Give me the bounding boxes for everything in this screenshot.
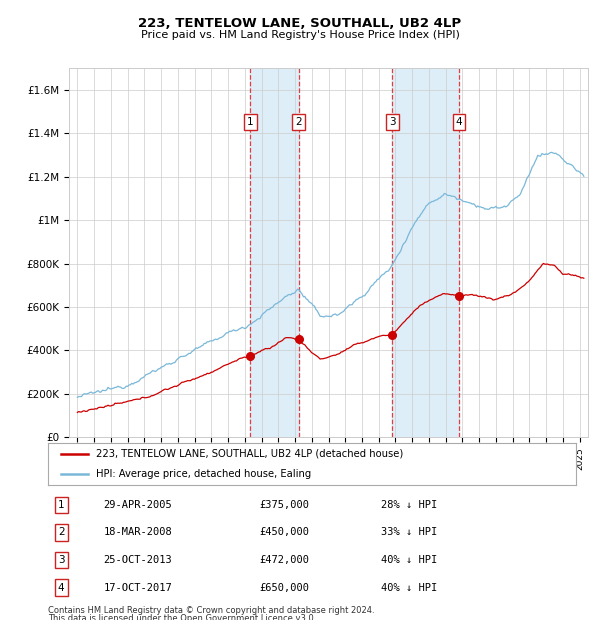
Text: 4: 4 — [455, 117, 462, 126]
Text: HPI: Average price, detached house, Ealing: HPI: Average price, detached house, Eali… — [95, 469, 311, 479]
Text: 40% ↓ HPI: 40% ↓ HPI — [380, 555, 437, 565]
Text: 17-OCT-2017: 17-OCT-2017 — [103, 583, 172, 593]
Text: 223, TENTELOW LANE, SOUTHALL, UB2 4LP: 223, TENTELOW LANE, SOUTHALL, UB2 4LP — [139, 17, 461, 30]
Text: 4: 4 — [58, 583, 65, 593]
Text: Contains HM Land Registry data © Crown copyright and database right 2024.: Contains HM Land Registry data © Crown c… — [48, 606, 374, 616]
Text: £450,000: £450,000 — [259, 528, 309, 538]
Bar — [250, 68, 299, 437]
Text: 40% ↓ HPI: 40% ↓ HPI — [380, 583, 437, 593]
Text: 33% ↓ HPI: 33% ↓ HPI — [380, 528, 437, 538]
Text: £375,000: £375,000 — [259, 500, 309, 510]
Text: 28% ↓ HPI: 28% ↓ HPI — [380, 500, 437, 510]
Text: Price paid vs. HM Land Registry's House Price Index (HPI): Price paid vs. HM Land Registry's House … — [140, 30, 460, 40]
Text: 25-OCT-2013: 25-OCT-2013 — [103, 555, 172, 565]
Text: This data is licensed under the Open Government Licence v3.0.: This data is licensed under the Open Gov… — [48, 614, 316, 620]
Text: 18-MAR-2008: 18-MAR-2008 — [103, 528, 172, 538]
Text: £472,000: £472,000 — [259, 555, 309, 565]
Text: 223, TENTELOW LANE, SOUTHALL, UB2 4LP (detached house): 223, TENTELOW LANE, SOUTHALL, UB2 4LP (d… — [95, 449, 403, 459]
Text: 3: 3 — [389, 117, 395, 126]
Text: 2: 2 — [58, 528, 65, 538]
Text: 1: 1 — [247, 117, 254, 126]
Bar — [392, 68, 459, 437]
Text: 1: 1 — [58, 500, 65, 510]
Text: 29-APR-2005: 29-APR-2005 — [103, 500, 172, 510]
Text: £650,000: £650,000 — [259, 583, 309, 593]
Text: 2: 2 — [295, 117, 302, 126]
Text: 3: 3 — [58, 555, 65, 565]
